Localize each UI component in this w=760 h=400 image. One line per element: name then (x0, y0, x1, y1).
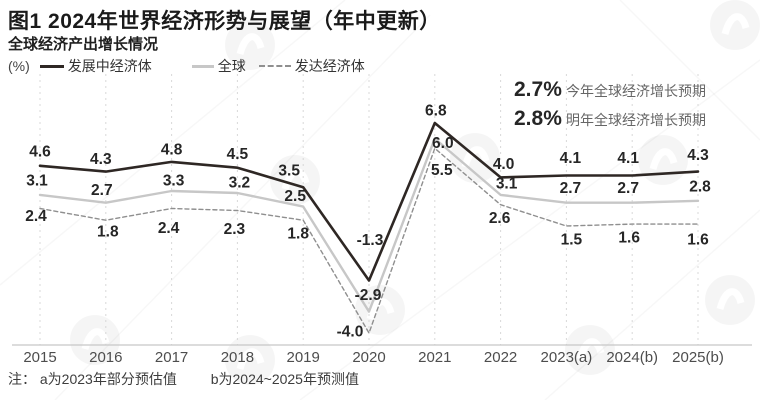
data-label-developed: 1.6 (687, 232, 709, 249)
data-label-developing: 4.6 (29, 143, 51, 160)
annotation-value: 2.8% (514, 107, 562, 130)
data-label-developed: 2.6 (489, 210, 511, 227)
chart-title: 图1 2024年世界经济形势与展望（年中更新） (8, 10, 441, 33)
data-label-global: 3.1 (26, 172, 48, 189)
data-label-global: 2.7 (91, 182, 113, 199)
data-label-developed: 2.4 (158, 220, 180, 237)
annotation-block: 2.7% 今年全球经济增长预期 2.8% 明年全球经济增长预期 (514, 78, 706, 136)
data-label-global: 3.3 (163, 173, 185, 190)
series-line-developing (38, 121, 700, 282)
data-label-developing: 4.5 (227, 146, 249, 163)
data-label-developed: 1.6 (618, 230, 640, 247)
footnote-prefix: 注： (8, 371, 36, 387)
data-label-global: 2.7 (560, 180, 582, 197)
data-label-developing: 4.8 (161, 141, 183, 158)
footnote-item-a: a为2023年部分预估值 (39, 371, 177, 387)
watermark-logo-icon (638, 135, 688, 185)
data-label-developed: -4.0 (337, 324, 364, 341)
watermark-logo-icon (705, 275, 755, 325)
data-label-developing: 6.8 (425, 103, 447, 120)
annotation-text: 明年全球经济增长预期 (566, 112, 706, 128)
data-label-global: 2.8 (689, 178, 711, 195)
data-label-global: 2.7 (617, 180, 639, 197)
footnote: 注： a为2023年部分预估值 b为2024~2025年预测值 (8, 369, 389, 389)
x-axis-label: 2015 (23, 349, 56, 366)
watermark-logo-icon (70, 315, 120, 365)
chart-subtitle: 全球经济产出增长情况 (8, 36, 159, 53)
x-axis-label: 2018 (221, 349, 254, 366)
data-label-developing: 4.3 (687, 147, 709, 164)
annotation-text: 今年全球经济增长预期 (566, 83, 706, 99)
data-label-developed: 2.3 (224, 221, 246, 238)
x-axis-label: 2022 (484, 349, 517, 366)
x-axis-label: 2016 (89, 349, 122, 366)
x-axis-label: 2021 (418, 349, 451, 366)
watermark-logo-icon (710, 0, 760, 50)
solid-dark-line-swatch (39, 64, 64, 68)
data-label-developing: 4.1 (560, 150, 582, 167)
legend-label-global: 全球 (217, 58, 246, 74)
legend: (%) 发展中经济体 全球 发达经济体 (8, 56, 365, 76)
data-label-global: -2.9 (355, 287, 382, 304)
series-line-developed (39, 147, 699, 334)
x-axis-label: 2017 (155, 349, 188, 366)
x-axis-label: 2020 (352, 349, 385, 366)
watermark-logo-icon (565, 325, 615, 375)
data-label-developed: 5.5 (431, 162, 453, 179)
dashed-line-swatch (258, 65, 291, 67)
series-line-global (38, 137, 700, 313)
annotation-value: 2.7% (514, 78, 562, 101)
data-label-developing: 3.5 (278, 163, 300, 180)
footnote-item-b: b为2024~2025年预测值 (210, 371, 359, 387)
annotation-next-year: 2.8% 明年全球经济增长预期 (514, 107, 706, 136)
x-axis-label: 2023(a) (541, 349, 593, 366)
x-axis-label: 2019 (287, 349, 320, 366)
data-label-global: 6.0 (432, 135, 454, 152)
watermark-logo-icon (225, 335, 275, 385)
data-label-global: 3.2 (229, 175, 251, 192)
legend-label-developed: 发达经济体 (294, 58, 365, 74)
data-label-developed: 2.4 (25, 208, 47, 225)
legend-item-developing: 发展中经济体 (39, 56, 152, 76)
unit-label: (%) (8, 58, 30, 74)
data-label-developed: 1.5 (561, 232, 583, 249)
data-label-global: 2.5 (284, 188, 306, 205)
data-label-global: 3.1 (496, 175, 518, 192)
x-axis-label: 2025(b) (672, 349, 724, 366)
watermark-logo-icon (355, 285, 405, 335)
data-label-developing: 4.3 (90, 151, 112, 168)
watermark-logo-icon (225, 20, 275, 70)
legend-label-developing: 发展中经济体 (67, 58, 152, 74)
data-label-developed: 1.8 (97, 224, 119, 241)
data-label-developing: 4.1 (617, 150, 639, 167)
data-label-developing: -1.3 (357, 232, 384, 249)
legend-item-global: 全球 (191, 56, 246, 76)
data-label-developing: 4.0 (493, 156, 515, 173)
solid-gray-line-swatch (191, 64, 214, 68)
annotation-this-year: 2.7% 今年全球经济增长预期 (514, 78, 706, 107)
data-label-developed: 1.8 (287, 226, 309, 243)
x-axis-label: 2024(b) (606, 349, 658, 366)
legend-item-developed: 发达经济体 (258, 56, 365, 76)
